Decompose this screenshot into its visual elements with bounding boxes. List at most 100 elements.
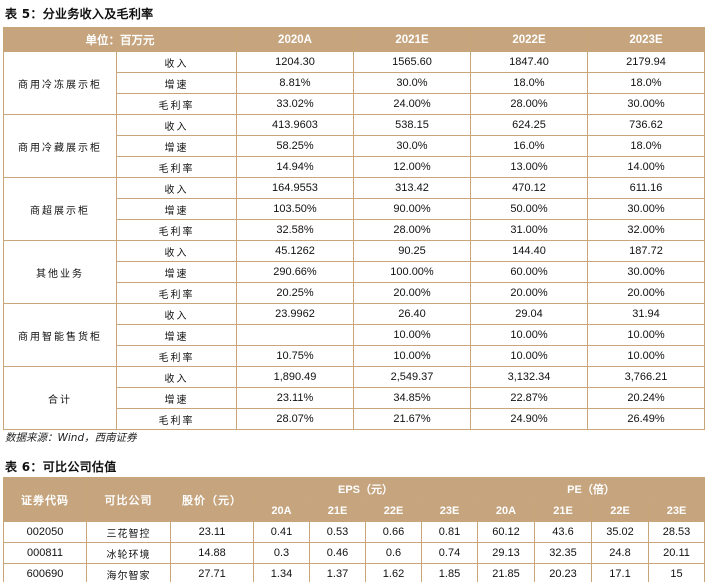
- metric-label: 收入: [116, 51, 237, 73]
- value-cell: 8.81%: [236, 72, 354, 94]
- pe-value: 43.6: [534, 521, 593, 543]
- value-cell: 26.40: [353, 303, 471, 325]
- value-cell: 538.15: [353, 114, 471, 136]
- pe-value: 60.12: [477, 521, 536, 543]
- eps-value: 0.81: [420, 521, 479, 543]
- value-cell: 3,766.21: [587, 366, 705, 388]
- value-cell: 413.9603: [236, 114, 354, 136]
- segment-name: 其他业务: [3, 240, 117, 304]
- table-row: 增速 103.50% 90.00% 50.00% 30.00%: [4, 198, 705, 220]
- value-cell: 164.9553: [236, 177, 354, 199]
- value-cell: 13.00%: [470, 156, 588, 178]
- segment-name: 商超展示柜: [3, 177, 117, 241]
- table5-title: 表 5：分业务收入及毛利率: [5, 7, 154, 21]
- value-cell: 12.00%: [353, 156, 471, 178]
- table-row: 毛利率 10.75% 10.00% 10.00% 10.00%: [4, 345, 705, 367]
- metric-label: 收入: [116, 114, 237, 136]
- value-cell: 10.00%: [470, 345, 588, 367]
- year-header: 2022E: [470, 27, 588, 52]
- table-row: 其他业务 收入 45.1262 90.25 144.40 187.72: [3, 240, 705, 304]
- value-cell: 30.00%: [587, 261, 705, 283]
- value-cell: 3,132.34: [470, 366, 588, 388]
- value-cell: 16.0%: [470, 135, 588, 157]
- value-cell: 1565.60: [353, 51, 471, 73]
- table-row: 600690 海尔智家 27.71 1.34 1.37 1.62 1.85 21.85 20.2…: [3, 563, 706, 582]
- table-row: 增速 23.11% 34.85% 22.87% 20.24%: [4, 387, 705, 409]
- value-cell: 313.42: [353, 177, 471, 199]
- pe-value: 15: [648, 563, 706, 582]
- value-cell: 10.00%: [587, 345, 705, 367]
- value-cell: 32.58%: [236, 219, 354, 241]
- metric-label: 毛利率: [116, 219, 237, 241]
- metric-label: 增速: [116, 135, 237, 157]
- value-cell: 1847.40: [470, 51, 588, 73]
- value-cell: 14.00%: [587, 156, 705, 178]
- value-cell: [236, 324, 354, 346]
- value-cell: 144.40: [470, 240, 588, 262]
- pe-group-header: PE（倍）: [477, 477, 706, 500]
- pe-value: 20.11: [648, 542, 706, 564]
- value-cell: 103.50%: [236, 198, 354, 220]
- segment-name: 商用冷藏展示柜: [3, 114, 117, 178]
- year-header: 2021E: [353, 27, 471, 52]
- eps-value: 0.53: [309, 521, 366, 543]
- table-row: 毛利率 28.07% 21.67% 24.90% 26.49%: [4, 408, 705, 430]
- eps-value: 1.34: [253, 563, 310, 582]
- table-row: 增速 10.00% 10.00% 10.00%: [4, 324, 705, 346]
- pe-value: 32.35: [534, 542, 593, 564]
- eps-year-header: 22E: [365, 499, 422, 522]
- value-cell: 20.00%: [353, 282, 471, 304]
- pe-value: 21.85: [477, 563, 536, 582]
- eps-value: 1.62: [365, 563, 422, 582]
- company-name: 海尔智家: [86, 563, 171, 582]
- value-cell: 28.00%: [470, 93, 588, 115]
- table6-subheader-row: 20A 21E 22E 23E 20A 21E 22E 23E: [4, 499, 706, 522]
- value-cell: 20.00%: [587, 282, 705, 304]
- pe-value: 17.1: [591, 563, 650, 582]
- value-cell: 187.72: [587, 240, 705, 262]
- unit-header: 单位：百万元: [3, 27, 237, 52]
- company-header: 可比公司: [86, 477, 171, 522]
- pe-year-header: 21E: [534, 499, 593, 522]
- pe-value: 29.13: [477, 542, 536, 564]
- value-cell: 14.94%: [236, 156, 354, 178]
- valuation-table: 证券代码 可比公司 股价（元） EPS（元） PE（倍） 20A 21E 22E…: [3, 477, 706, 582]
- value-cell: 33.02%: [236, 93, 354, 115]
- pe-year-header: 20A: [477, 499, 536, 522]
- value-cell: 32.00%: [587, 219, 705, 241]
- value-cell: 290.66%: [236, 261, 354, 283]
- segment-name: 商用冷冻展示柜: [3, 51, 117, 115]
- value-cell: 23.9962: [236, 303, 354, 325]
- value-cell: 26.49%: [587, 408, 705, 430]
- value-cell: 24.90%: [470, 408, 588, 430]
- value-cell: 18.0%: [587, 135, 705, 157]
- stock-price: 14.88: [170, 542, 254, 564]
- value-cell: 28.07%: [236, 408, 354, 430]
- value-cell: 30.00%: [587, 93, 705, 115]
- eps-year-header: 20A: [253, 499, 310, 522]
- eps-year-header: 21E: [309, 499, 366, 522]
- metric-label: 毛利率: [116, 282, 237, 304]
- eps-value: 0.74: [420, 542, 479, 564]
- pe-value: 28.53: [648, 521, 706, 543]
- metric-label: 增速: [116, 198, 237, 220]
- value-cell: 736.62: [587, 114, 705, 136]
- eps-value: 0.6: [365, 542, 422, 564]
- metric-label: 收入: [116, 303, 237, 325]
- value-cell: 1,890.49: [236, 366, 354, 388]
- value-cell: 18.0%: [470, 72, 588, 94]
- pe-value: 35.02: [591, 521, 650, 543]
- value-cell: 23.11%: [236, 387, 354, 409]
- value-cell: 2179.94: [587, 51, 705, 73]
- pe-value: 20.23: [534, 563, 593, 582]
- value-cell: 100.00%: [353, 261, 471, 283]
- eps-value: 1.37: [309, 563, 366, 582]
- revenue-margin-table: 单位：百万元 2020A 2021E 2022E 2023E 商用冷冻展示柜 收入…: [3, 27, 705, 430]
- company-name: 三花智控: [86, 521, 171, 543]
- value-cell: 21.67%: [353, 408, 471, 430]
- value-cell: 10.00%: [353, 345, 471, 367]
- pe-year-header: 22E: [591, 499, 650, 522]
- stock-price: 23.11: [170, 521, 254, 543]
- value-cell: 624.25: [470, 114, 588, 136]
- value-cell: 34.85%: [353, 387, 471, 409]
